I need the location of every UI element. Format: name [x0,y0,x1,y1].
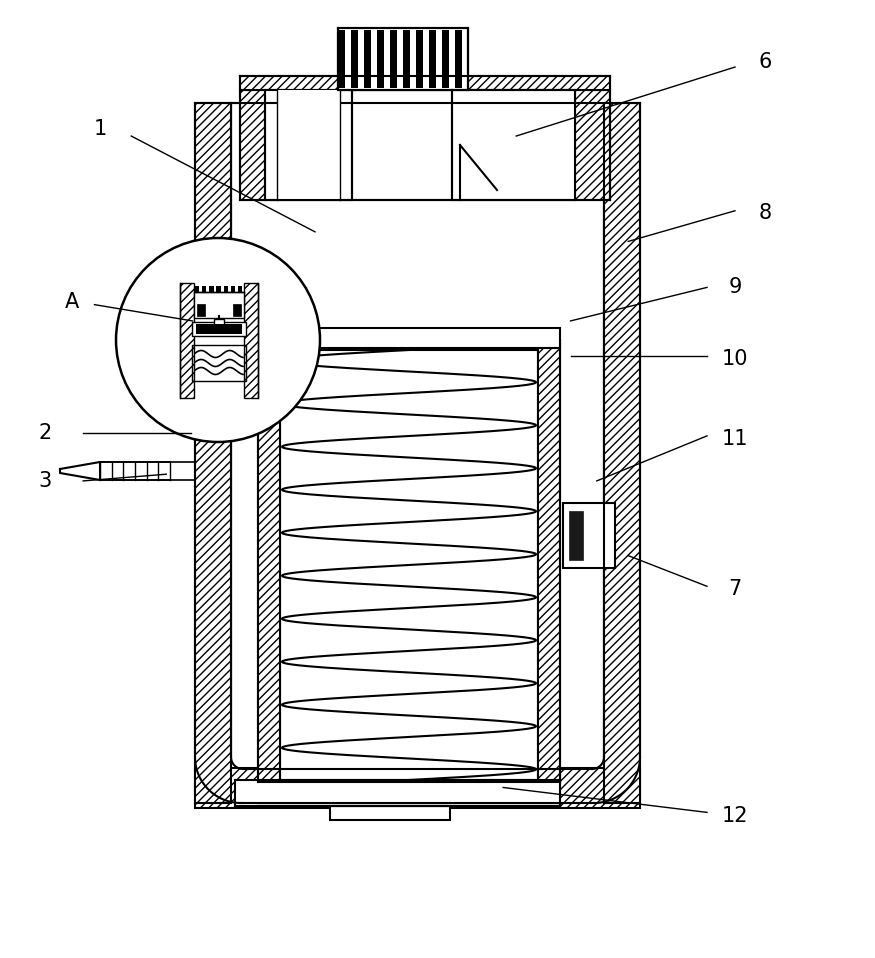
Polygon shape [452,110,575,200]
Bar [240,90,275,200]
Bar [214,319,224,325]
Bar [192,345,246,381]
Bar [258,782,560,806]
Bar [231,286,235,292]
Bar [604,103,640,803]
Bar [429,30,436,88]
Bar [216,286,220,292]
Bar [416,30,424,88]
Text: 11: 11 [722,429,748,448]
Bar [569,511,583,560]
Bar [403,30,410,88]
Polygon shape [60,462,100,480]
Bar [180,283,194,398]
Bar [364,30,371,88]
Bar [275,90,575,200]
Bar [244,283,258,398]
Text: 8: 8 [760,203,773,222]
Bar [258,340,280,782]
Bar [330,806,450,820]
Bar [277,90,340,200]
Polygon shape [275,110,352,200]
Bar [442,30,449,88]
Bar [195,103,231,803]
Text: 6: 6 [759,53,773,72]
Bar [240,76,610,90]
Bar [238,286,242,292]
Bar [197,304,205,316]
Bar [195,768,640,808]
Bar [265,90,352,200]
Text: 1: 1 [94,120,108,139]
Text: 10: 10 [722,350,748,369]
Bar [192,322,246,336]
Text: 3: 3 [38,471,52,490]
Bar [196,324,242,334]
Bar [538,340,560,782]
Bar [231,103,604,803]
Text: 7: 7 [728,580,742,599]
Bar [194,292,244,318]
Bar [224,286,228,292]
Bar [351,30,358,88]
Text: 9: 9 [728,278,742,297]
Bar [202,286,206,292]
Bar [563,503,615,568]
Text: 12: 12 [722,807,748,826]
Text: 2: 2 [38,423,52,443]
Bar [280,340,538,782]
Bar [235,780,560,806]
Bar [338,28,468,90]
Bar [338,30,345,88]
Bar [575,90,610,200]
Bar [338,28,468,90]
Bar [377,30,384,88]
Bar [195,286,200,292]
Bar [233,304,241,316]
Bar [390,30,397,88]
Circle shape [116,238,320,442]
Bar [209,286,214,292]
Bar [452,90,575,200]
Text: A: A [65,292,79,311]
Bar [253,328,560,348]
Bar [455,30,462,88]
